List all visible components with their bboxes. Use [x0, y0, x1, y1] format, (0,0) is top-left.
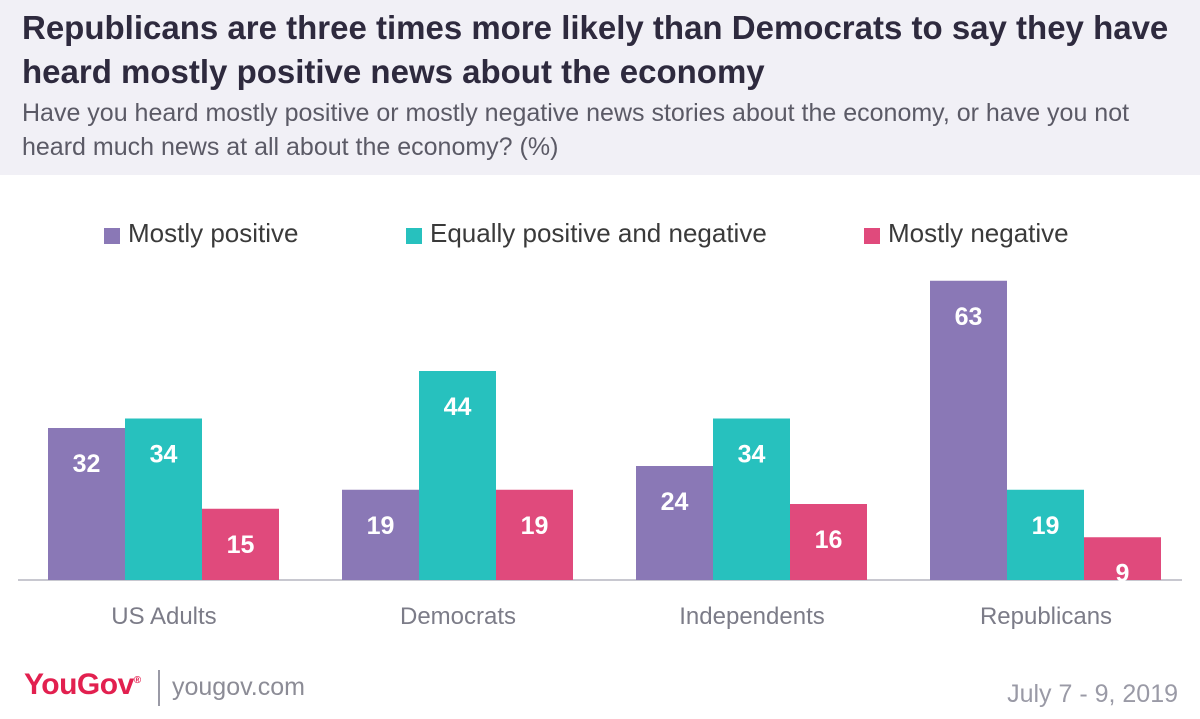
bar-value-label: 24 — [661, 488, 689, 516]
bar-value-label: 19 — [521, 512, 549, 540]
bar-value-label: 32 — [73, 450, 101, 478]
legend-label: Mostly negative — [888, 218, 1069, 248]
yougov-logo: YouGov® — [24, 668, 141, 701]
bar-value-label: 19 — [1032, 512, 1060, 540]
legend-swatch — [864, 228, 880, 244]
survey-date: July 7 - 9, 2019 — [1007, 680, 1178, 708]
footer-site: yougov.com — [172, 673, 305, 701]
category-label: Independents — [679, 603, 824, 630]
bar-value-label: 19 — [367, 512, 395, 540]
chart-title: Republicans are three times more likely … — [22, 9, 1169, 90]
bar — [636, 466, 713, 580]
bar — [713, 418, 790, 580]
legend-label: Equally positive and negative — [430, 218, 767, 248]
bar — [419, 371, 496, 580]
bar-value-label: 16 — [815, 526, 843, 554]
bar-value-label: 44 — [444, 393, 472, 421]
bar-value-label: 34 — [150, 441, 178, 469]
bar-chart: 32 34 15 US Adults 19 44 19 Democrats 24 34 16 Inde… — [18, 280, 1182, 630]
bar — [342, 489, 419, 580]
legend-swatch — [104, 228, 120, 244]
bar — [1084, 537, 1161, 580]
legend-swatch — [406, 228, 422, 244]
footer-divider — [158, 670, 160, 706]
header: Republicans are three times more likely … — [0, 0, 1200, 175]
bar-value-label: 34 — [738, 441, 766, 469]
bar — [790, 504, 867, 580]
bar-value-label: 63 — [955, 303, 983, 331]
category-label: Democrats — [400, 603, 516, 630]
bar — [496, 489, 573, 580]
bar — [1007, 489, 1084, 580]
bar — [930, 280, 1007, 580]
category-label: Republicans — [980, 603, 1112, 630]
bar-value-label: 9 — [1116, 559, 1130, 587]
legend-label: Mostly positive — [128, 218, 299, 248]
bar — [202, 508, 279, 580]
chart-subtitle: Have you heard mostly positive or mostly… — [22, 99, 1130, 161]
category-label: US Adults — [111, 603, 216, 630]
bar — [125, 418, 202, 580]
bar-value-label: 15 — [227, 531, 255, 559]
bar — [48, 428, 125, 580]
